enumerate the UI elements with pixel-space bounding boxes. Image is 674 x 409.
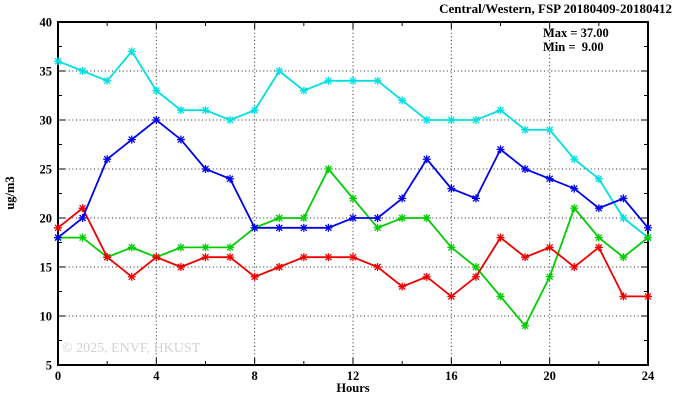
y-tick-label: 25 [40, 163, 53, 177]
chart-title: Central/Western, FSP 20180409-20180412 [439, 1, 672, 16]
y-tick-label: 20 [40, 212, 53, 226]
y-tick-label: 15 [40, 261, 53, 275]
x-tick-label: 16 [445, 369, 458, 383]
series-cyan-series [54, 47, 652, 242]
x-tick-label: 24 [642, 369, 655, 383]
y-axis-label: ug/m3 [3, 176, 17, 209]
x-tick-labels: 0 4 8 12 16 20 24 [55, 369, 655, 383]
series-blue-series [54, 116, 652, 242]
series-red-series [54, 204, 652, 301]
axis-ticks [57, 21, 649, 366]
x-tick-label: 20 [543, 369, 556, 383]
x-tick-label: 0 [55, 369, 61, 383]
min-annotation: Min = 9.00 [543, 40, 604, 54]
y-tick-label: 35 [40, 65, 53, 79]
y-tick-label: 30 [40, 114, 53, 128]
x-tick-label: 4 [153, 369, 160, 383]
watermark: © 2025, ENVF, HKUST [62, 341, 201, 356]
y-tick-labels: 5 10 15 20 25 30 35 40 [40, 16, 53, 373]
green-series-markers [54, 165, 652, 330]
x-tick-label: 8 [252, 369, 258, 383]
y-tick-label: 5 [46, 359, 52, 373]
blue-series-markers [54, 116, 652, 242]
series-green-series [54, 165, 652, 330]
y-tick-label: 40 [40, 16, 53, 30]
x-tick-label: 12 [347, 369, 360, 383]
x-axis-label: Hours [336, 381, 369, 395]
max-annotation: Max = 37.00 [543, 26, 609, 40]
green-series-line [58, 167, 649, 328]
plot-area: 5 10 15 20 25 30 35 40 0 4 8 12 16 20 24 [40, 16, 656, 384]
red-series-markers [54, 204, 652, 301]
y-tick-label: 10 [40, 310, 53, 324]
cyan-series-markers [54, 47, 652, 242]
